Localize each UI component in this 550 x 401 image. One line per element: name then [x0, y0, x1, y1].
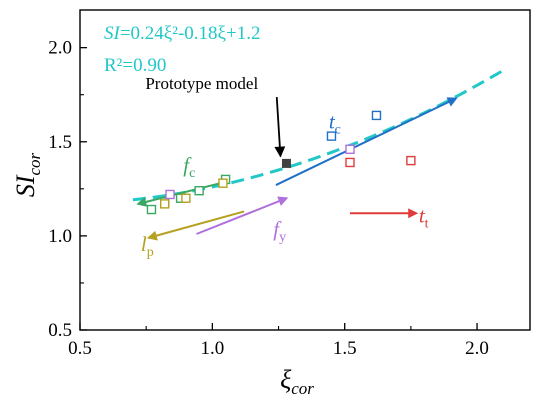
series-label-main: t	[329, 110, 336, 134]
x-axis-title-sub: cor	[291, 379, 314, 398]
data-point-fc	[146, 204, 157, 215]
prototype-point	[281, 158, 291, 168]
data-point-fy	[165, 189, 175, 200]
trend-arrows	[136, 97, 458, 241]
series-label-fc: fc	[183, 153, 195, 181]
y-tick-label: 1.0	[48, 226, 72, 247]
axis-ticks	[79, 46, 478, 331]
x-tick-labels: 0.5 1.0 1.5 2.0	[68, 338, 489, 359]
fit-equation-prefix: SI	[104, 23, 122, 44]
data-point-lp	[181, 193, 191, 203]
trend-arrow-lp	[146, 210, 245, 241]
series-label-sub: t	[425, 217, 429, 232]
y-tick-label: 1.5	[48, 132, 72, 153]
data-points	[146, 110, 416, 215]
series-label-main: f	[183, 153, 192, 177]
x-tick-label: 2.0	[465, 338, 489, 359]
prototype-callout-arrow	[274, 97, 286, 158]
fit-equation-body: =0.24ξ²-0.18ξ+1.2	[120, 23, 261, 44]
trend-arrow-tc	[275, 97, 458, 186]
fit-equation: SI=0.24ξ²-0.18ξ+1.2	[104, 23, 260, 44]
series-label-tc: tc	[329, 110, 341, 138]
series-label-sub: c	[189, 166, 195, 181]
prototype-label: Prototype model	[145, 74, 258, 93]
series-label-sub: p	[147, 245, 154, 260]
series-label-main: l	[141, 232, 147, 256]
series-label-tt: tt	[419, 204, 429, 232]
r-squared: R²=0.90	[104, 55, 166, 76]
y-axis-title: SIcor	[11, 152, 44, 197]
data-point-tt	[406, 155, 416, 166]
series-label-main: f	[273, 217, 282, 241]
x-tick-label: 1.5	[333, 338, 357, 359]
plot-frame	[79, 9, 531, 331]
data-point-tc	[326, 131, 337, 141]
data-point-fc	[194, 186, 204, 196]
x-tick-label: 1.0	[200, 338, 224, 359]
data-point-tc	[371, 110, 382, 121]
x-axis-title-main: ξ	[280, 365, 292, 394]
y-tick-label: 0.5	[48, 320, 72, 341]
x-tick-label: 0.5	[68, 338, 92, 359]
trend-arrow-fy	[196, 196, 289, 235]
data-point-fy	[345, 144, 355, 154]
data-point-lp	[160, 199, 170, 209]
data-point-tt	[345, 157, 355, 168]
series-label-main: t	[419, 204, 426, 228]
series-label-lp: lp	[141, 232, 154, 260]
series-label-sub: c	[335, 123, 341, 138]
data-point-lp	[218, 178, 228, 188]
y-tick-labels: 0.5 1.0 1.5 2.0	[48, 38, 72, 341]
series-label-fy: fy	[273, 217, 286, 245]
y-axis-title-main: SI	[11, 174, 40, 197]
x-axis-title: ξcor	[280, 365, 314, 398]
trend-arrow-fc	[136, 182, 221, 207]
y-tick-label: 2.0	[48, 38, 72, 59]
prototype-group: Prototype model	[145, 74, 291, 168]
y-axis-title-sub: cor	[25, 152, 44, 175]
series-label-sub: y	[279, 230, 286, 245]
